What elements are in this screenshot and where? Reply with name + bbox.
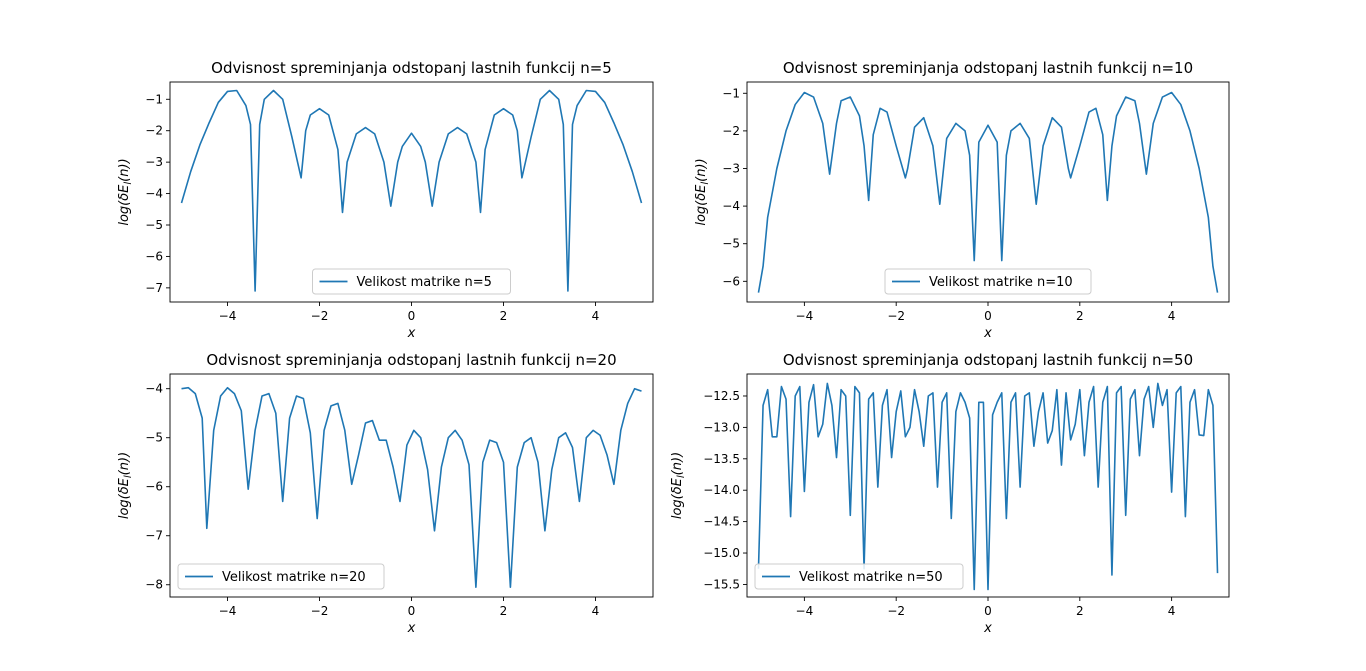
series-line xyxy=(180,89,643,292)
x-tick-label: 4 xyxy=(592,309,600,323)
x-tick-label: 0 xyxy=(408,604,416,618)
x-tick-label: −2 xyxy=(311,604,329,618)
legend: Velikost matrike n=10 xyxy=(884,268,1092,295)
y-tick-label: −4 xyxy=(145,187,163,201)
y-tick-label: −6 xyxy=(145,480,163,494)
x-tick-label: 2 xyxy=(500,604,508,618)
x-tick-label: 2 xyxy=(1076,604,1084,618)
subplot-title: Odvisnost spreminjanja odstopanj lastnih… xyxy=(211,59,612,77)
x-tick-label: −4 xyxy=(219,309,237,323)
y-tick-label: −12.5 xyxy=(703,389,740,403)
legend-box xyxy=(754,563,964,590)
legend: Velikost matrike n=50 xyxy=(754,563,964,590)
y-axis-label: log(δEl(n)) xyxy=(117,158,134,225)
y-tick-label: −2 xyxy=(722,124,740,138)
legend-box xyxy=(312,268,511,295)
y-axis-label: log(δEl(n)) xyxy=(694,158,711,225)
y-tick-label: −7 xyxy=(145,281,163,295)
legend-box xyxy=(177,563,385,590)
legend-label: Velikost matrike n=5 xyxy=(357,275,492,290)
subplot-2: Odvisnost spreminjanja odstopanj lastnih… xyxy=(694,59,1230,341)
x-tick-label: 4 xyxy=(592,604,600,618)
y-tick-label: −3 xyxy=(722,161,740,175)
x-tick-label: 0 xyxy=(408,309,416,323)
x-axis-label: x xyxy=(983,621,992,636)
subplot-title: Odvisnost spreminjanja odstopanj lastnih… xyxy=(783,351,1193,369)
subplot-3: Odvisnost spreminjanja odstopanj lastnih… xyxy=(117,351,654,636)
series-line xyxy=(757,382,1219,591)
y-tick-label: −7 xyxy=(145,529,163,543)
y-tick-label: −4 xyxy=(722,199,740,213)
y-tick-label: −6 xyxy=(145,249,163,263)
legend-label: Velikost matrike n=10 xyxy=(929,275,1073,290)
x-tick-label: −2 xyxy=(887,604,905,618)
y-tick-label: −4 xyxy=(145,382,163,396)
y-axis-label: log(δEl(n)) xyxy=(670,452,687,519)
x-tick-label: −4 xyxy=(796,604,814,618)
y-tick-label: −5 xyxy=(145,431,163,445)
x-tick-label: 0 xyxy=(984,604,992,618)
subplot-4: Odvisnost spreminjanja odstopanj lastnih… xyxy=(670,351,1230,636)
legend: Velikost matrike n=5 xyxy=(312,268,511,295)
x-tick-label: 4 xyxy=(1168,604,1176,618)
legend-box xyxy=(884,268,1092,295)
series-line xyxy=(181,386,642,589)
series-line xyxy=(757,91,1219,293)
legend-label: Velikost matrike n=50 xyxy=(799,570,943,585)
y-tick-label: −13.0 xyxy=(703,420,740,434)
y-tick-label: −6 xyxy=(722,274,740,288)
y-axis-label: log(δEl(n)) xyxy=(117,452,134,519)
y-tick-label: −13.5 xyxy=(703,452,740,466)
x-axis-label: x xyxy=(407,326,416,341)
legend-label: Velikost matrike n=20 xyxy=(222,570,366,585)
x-tick-label: −2 xyxy=(887,309,905,323)
subplot-title: Odvisnost spreminjanja odstopanj lastnih… xyxy=(206,351,616,369)
x-tick-label: 0 xyxy=(984,309,992,323)
y-tick-label: −1 xyxy=(722,86,740,100)
y-tick-label: −2 xyxy=(145,124,163,138)
x-axis-label: x xyxy=(983,326,992,341)
x-tick-label: 2 xyxy=(1076,309,1084,323)
x-tick-label: −4 xyxy=(796,309,814,323)
subplot-title: Odvisnost spreminjanja odstopanj lastnih… xyxy=(783,59,1193,77)
y-tick-label: −5 xyxy=(145,218,163,232)
y-tick-label: −15.5 xyxy=(703,577,740,591)
x-tick-label: 4 xyxy=(1168,309,1176,323)
y-tick-label: −14.0 xyxy=(703,483,740,497)
y-tick-label: −8 xyxy=(145,578,163,592)
legend: Velikost matrike n=20 xyxy=(177,563,385,590)
y-tick-label: −1 xyxy=(145,92,163,106)
x-tick-label: −4 xyxy=(219,604,237,618)
y-tick-label: −5 xyxy=(722,237,740,251)
x-axis-label: x xyxy=(407,621,416,636)
x-tick-label: −2 xyxy=(311,309,329,323)
y-tick-label: −3 xyxy=(145,155,163,169)
x-tick-label: 2 xyxy=(500,309,508,323)
y-tick-label: −14.5 xyxy=(703,515,740,529)
subplot-1: Odvisnost spreminjanja odstopanj lastnih… xyxy=(117,59,654,341)
y-tick-label: −15.0 xyxy=(703,546,740,560)
